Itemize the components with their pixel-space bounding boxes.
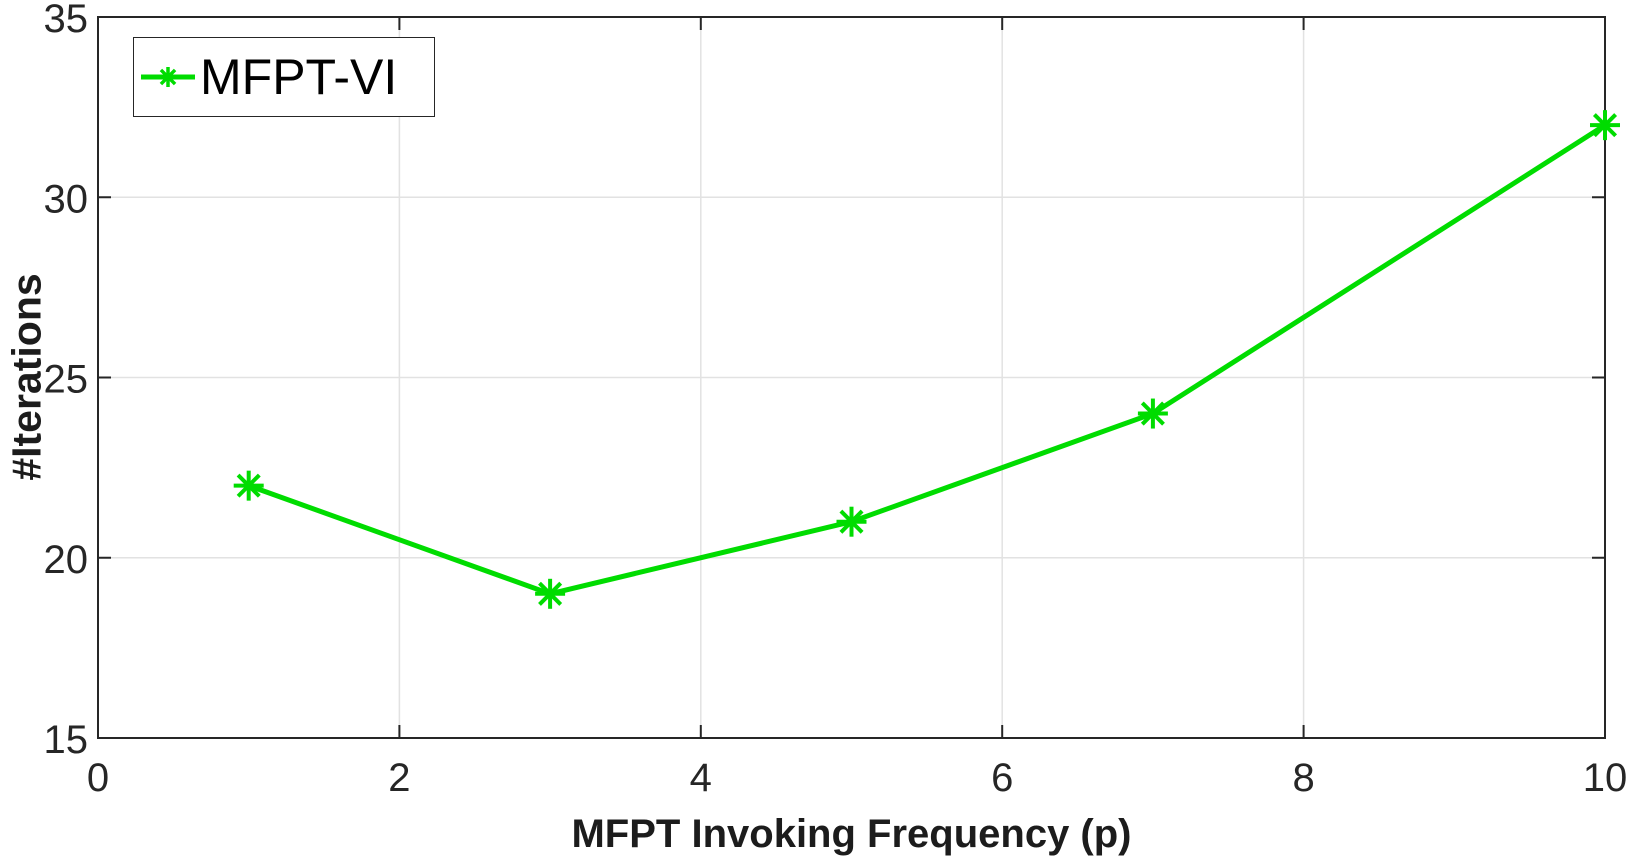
legend[interactable]: MFPT-VI [133, 37, 435, 117]
y-axis-label: #Iterations [3, 273, 50, 481]
legend-line-marker-icon [141, 67, 195, 87]
asterisk-marker [538, 581, 563, 606]
asterisk-marker [159, 68, 177, 86]
asterisk-marker [236, 473, 261, 498]
y-tick-label: 25 [44, 358, 89, 402]
y-tick-label: 30 [44, 177, 89, 221]
series-line [247, 123, 1607, 597]
x-tick-label: 6 [991, 756, 1013, 800]
asterisk-marker [1592, 113, 1618, 138]
x-axis-label: MFPT Invoking Frequency (p) [571, 812, 1132, 856]
x-tick-label: 4 [690, 756, 712, 800]
y-tick-label: 15 [44, 718, 89, 762]
legend-series-label: MFPT-VI [200, 49, 398, 105]
x-tick-label: 0 [87, 756, 109, 800]
x-tick-label: 2 [388, 756, 410, 800]
asterisk-marker [1140, 401, 1165, 426]
x-tick-label: 8 [1292, 756, 1314, 800]
y-tick-label: 20 [44, 538, 89, 582]
y-tick-label: 35 [44, 0, 89, 41]
asterisk-marker [839, 509, 864, 534]
x-tick-label: 10 [1583, 756, 1627, 800]
